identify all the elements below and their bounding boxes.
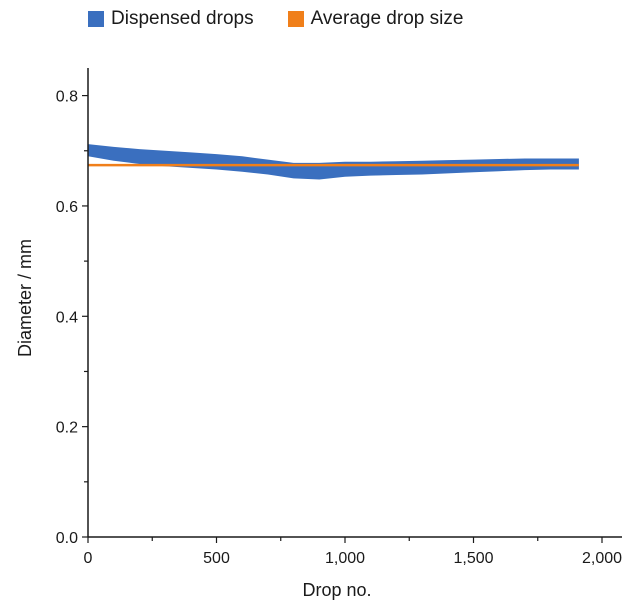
dispensed-drops-band bbox=[88, 144, 579, 180]
x-axis-title: Drop no. bbox=[302, 580, 371, 600]
legend-swatch-dispensed-drops bbox=[88, 11, 104, 27]
y-tick-label: 0.0 bbox=[56, 530, 78, 547]
y-tick-label: 0.6 bbox=[56, 199, 78, 216]
axes: 0.0 0.2 0.4 0.6 0.8 0 500 1,000 1,500 2,000 bbox=[56, 68, 622, 567]
x-tick-label: 1,500 bbox=[453, 550, 493, 567]
x-tick-label: 1,000 bbox=[325, 550, 365, 567]
y-tick-label: 0.2 bbox=[56, 420, 78, 437]
legend-swatch-average-drop-size bbox=[287, 11, 304, 27]
x-tick-label: 2,000 bbox=[582, 550, 622, 567]
legend-item-dispensed-drops: Dispensed drops bbox=[88, 8, 254, 30]
legend-label-average-drop-size: Average drop size bbox=[310, 8, 464, 29]
y-axis-title: Diameter / mm bbox=[15, 239, 35, 357]
dispensed-drops-layer bbox=[88, 144, 579, 180]
y-tick-label: 0.4 bbox=[56, 309, 78, 326]
legend-label-dispensed-drops: Dispensed drops bbox=[111, 8, 254, 29]
legend-item-average-drop-size: Average drop size bbox=[287, 8, 464, 30]
x-tick-label: 500 bbox=[203, 550, 230, 567]
x-tick-label: 0 bbox=[84, 550, 93, 567]
y-tick-label: 0.8 bbox=[56, 89, 78, 106]
legend: Dispensed drops Average drop size bbox=[88, 8, 497, 30]
